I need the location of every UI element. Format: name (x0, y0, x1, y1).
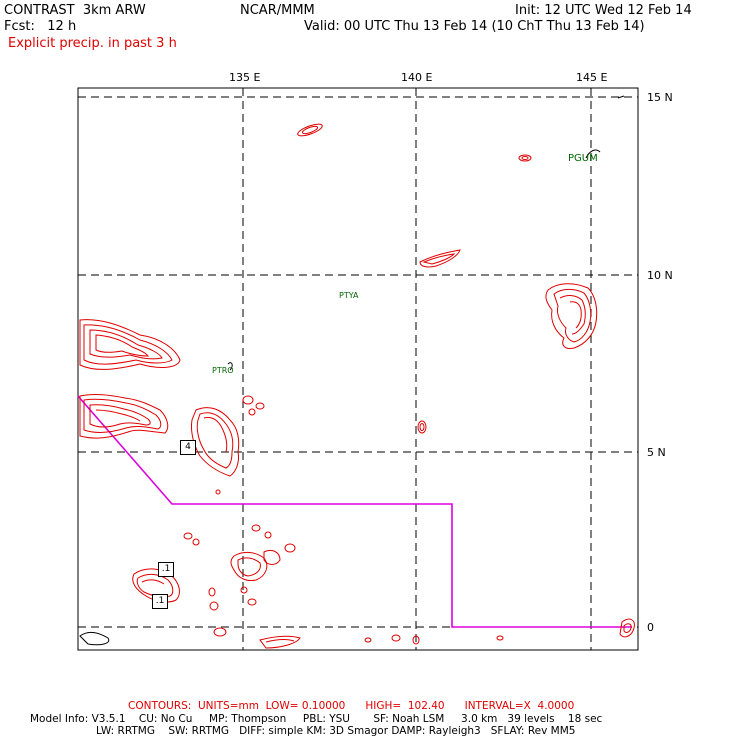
lat-label-15n: 15 N (647, 91, 673, 104)
lon-label-140: 140 E (401, 71, 433, 84)
lat-label-10n: 10 N (647, 269, 673, 282)
lon-label-135: 135 E (229, 71, 261, 84)
model-info-line2: LW: RRTMG SW: RRTMG DIFF: simple KM: 3D … (96, 725, 576, 737)
boundary-line (77, 395, 632, 628)
contour-label-4: 4 (180, 440, 196, 455)
station-ptro: PTRO (212, 366, 234, 375)
init-time: Init: 12 UTC Wed 12 Feb 14 (515, 3, 692, 18)
institution-label: NCAR/MMM (240, 3, 315, 18)
map-frame (77, 87, 639, 651)
station-pgum: PGUM (568, 153, 598, 164)
field-name: Explicit precip. in past 3 h (8, 36, 177, 51)
contour-label-01b: .1 (152, 594, 168, 609)
lon-label-145: 145 E (576, 71, 608, 84)
valid-time: Valid: 00 UTC Thu 13 Feb 14 (10 ChT Thu … (304, 19, 645, 34)
contour-info: CONTOURS: UNITS=mm LOW= 0.10000 HIGH= 10… (128, 700, 575, 712)
graticule (78, 88, 638, 650)
lat-label-5n: 5 N (647, 446, 666, 459)
contour-label-01a: .1 (158, 562, 174, 577)
coastline (79, 95, 625, 646)
lat-label-0: 0 (647, 621, 654, 634)
plot-title: CONTRAST 3km ARW (4, 3, 146, 18)
station-ptya: PTYA (339, 291, 359, 300)
model-info-line1: Model Info: V3.5.1 CU: No Cu MP: Thompso… (30, 713, 603, 725)
forecast-hour: Fcst: 12 h (4, 19, 77, 34)
